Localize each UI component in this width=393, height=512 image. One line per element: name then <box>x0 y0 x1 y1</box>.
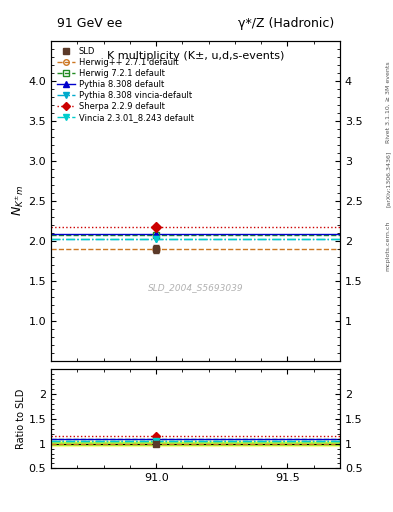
Text: SLD_2004_S5693039: SLD_2004_S5693039 <box>148 283 243 292</box>
Text: γ*/Z (Hadronic): γ*/Z (Hadronic) <box>238 17 334 30</box>
Text: K multiplicity (K±, u,d,s‑events): K multiplicity (K±, u,d,s‑events) <box>107 51 284 60</box>
Bar <box>51 442 340 445</box>
Bar <box>51 441 340 446</box>
Y-axis label: $N_{K^{\pm}m}$: $N_{K^{\pm}m}$ <box>11 185 26 217</box>
Text: mcplots.cern.ch: mcplots.cern.ch <box>386 221 391 271</box>
Legend: SLD, Herwig++ 2.7.1 default, Herwig 7.2.1 default, Pythia 8.308 default, Pythia : SLD, Herwig++ 2.7.1 default, Herwig 7.2.… <box>55 45 195 124</box>
Text: Rivet 3.1.10, ≥ 3M events: Rivet 3.1.10, ≥ 3M events <box>386 61 391 143</box>
Text: [arXiv:1306.3436]: [arXiv:1306.3436] <box>386 151 391 207</box>
Text: 91 GeV ee: 91 GeV ee <box>57 17 122 30</box>
Y-axis label: Ratio to SLD: Ratio to SLD <box>16 389 26 449</box>
